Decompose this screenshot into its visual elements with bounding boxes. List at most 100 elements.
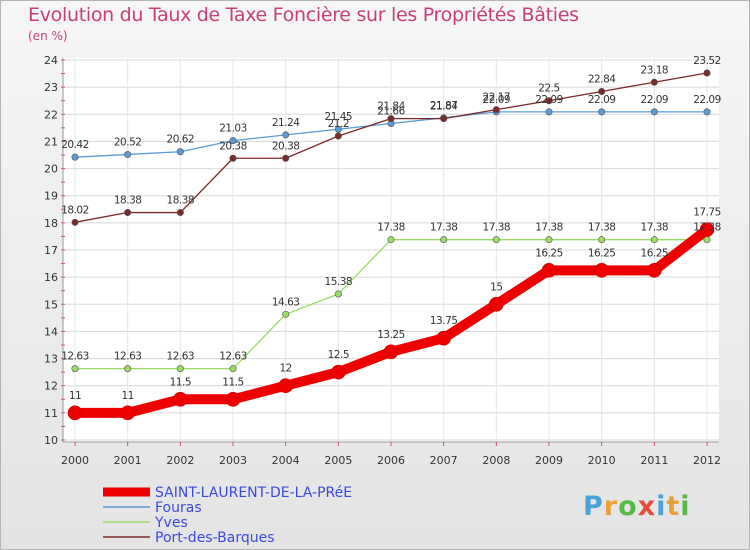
x-tick-label: 2000 bbox=[61, 454, 89, 467]
x-tick-label: 2010 bbox=[588, 454, 616, 467]
data-point bbox=[440, 115, 448, 123]
data-label: 22.84 bbox=[588, 73, 616, 85]
x-tick-label: 2007 bbox=[430, 454, 458, 467]
data-label: 12.63 bbox=[219, 351, 247, 363]
y-tick-label: 18 bbox=[44, 217, 58, 230]
data-label: 21.45 bbox=[325, 111, 353, 123]
y-tick-label: 23 bbox=[44, 81, 58, 94]
series-lines bbox=[67, 69, 715, 421]
y-tick-label: 16 bbox=[44, 271, 58, 284]
data-point bbox=[492, 106, 500, 114]
data-label: 15 bbox=[490, 281, 502, 293]
data-point bbox=[71, 218, 79, 226]
logo-letter: i bbox=[656, 491, 667, 522]
y-tick-label: 13 bbox=[44, 353, 58, 366]
data-point bbox=[594, 263, 609, 278]
x-tick-label: 2009 bbox=[535, 454, 563, 467]
axes: 10 11 12 13 14 15 16 17 18 19 20 21 22 23 24 2000 2001 20… bbox=[44, 54, 721, 467]
data-point bbox=[229, 365, 237, 373]
data-label: 11 bbox=[69, 390, 81, 402]
x-tick-label: 2006 bbox=[377, 454, 405, 467]
data-point bbox=[278, 378, 293, 394]
y-tick-label: 14 bbox=[44, 325, 58, 338]
y-tick-label: 12 bbox=[44, 380, 58, 393]
data-point bbox=[598, 87, 606, 95]
y-tick-label: 22 bbox=[44, 108, 58, 121]
data-label: 21.84 bbox=[377, 101, 405, 113]
chart-title: Evolution du Taux de Taxe Foncière sur l… bbox=[28, 4, 579, 26]
data-point bbox=[176, 365, 184, 373]
x-tick-label: 2001 bbox=[114, 454, 142, 467]
data-label: 16.25 bbox=[535, 247, 563, 259]
data-label: 22.09 bbox=[483, 94, 511, 106]
data-label: 17.75 bbox=[693, 207, 721, 219]
x-tick-label: 2003 bbox=[219, 454, 247, 467]
logo-letter: o bbox=[618, 491, 638, 522]
data-label: 13.25 bbox=[377, 329, 405, 341]
x-tick-label: 2004 bbox=[272, 454, 300, 467]
data-point bbox=[71, 365, 79, 373]
data-label: 12.63 bbox=[61, 351, 89, 363]
data-point bbox=[229, 154, 237, 162]
data-label: 21.84 bbox=[430, 101, 458, 113]
legend-label-fouras: Fouras bbox=[155, 500, 202, 516]
logo-letter: t bbox=[666, 491, 681, 522]
data-point bbox=[699, 222, 715, 237]
y-tick-label: 24 bbox=[44, 54, 58, 67]
data-point bbox=[282, 310, 290, 318]
data-label: 20.62 bbox=[167, 134, 195, 146]
data-point bbox=[124, 209, 132, 217]
data-label: 22.09 bbox=[588, 94, 616, 106]
data-point bbox=[229, 137, 237, 145]
y-tick-label: 17 bbox=[44, 244, 58, 257]
data-point bbox=[124, 150, 132, 158]
data-label: 13.75 bbox=[430, 315, 458, 327]
y-tick-label: 20 bbox=[44, 163, 58, 176]
data-point bbox=[647, 263, 662, 278]
data-label: 23.52 bbox=[693, 55, 721, 67]
data-label: 11 bbox=[121, 390, 133, 402]
data-point bbox=[173, 391, 188, 407]
data-label: 18.38 bbox=[167, 195, 195, 207]
data-label: 21.87 bbox=[430, 100, 458, 112]
x-tick-label: 2012 bbox=[693, 454, 721, 467]
y-tick-label: 11 bbox=[44, 407, 58, 420]
x-tick-label: 2008 bbox=[482, 454, 510, 467]
data-label: 17.38 bbox=[693, 222, 721, 234]
data-label: 22.09 bbox=[641, 94, 669, 106]
y-tick-label: 10 bbox=[44, 434, 58, 447]
data-point bbox=[387, 115, 395, 123]
data-point bbox=[545, 97, 553, 105]
data-label: 20.42 bbox=[61, 139, 89, 151]
data-label: 11.5 bbox=[222, 376, 243, 388]
data-point bbox=[492, 236, 500, 244]
data-label: 15.38 bbox=[325, 276, 353, 288]
series-labels: 20.42 20.52 20.62 21.03 21.24 21.45 21.66 21.87… bbox=[61, 55, 721, 402]
data-label: 21.2 bbox=[328, 118, 349, 130]
data-label: 17.38 bbox=[377, 222, 405, 234]
data-point bbox=[387, 236, 395, 244]
legend-label-port-des-barques: Port-des-Barques bbox=[155, 530, 275, 546]
data-label: 21.03 bbox=[219, 123, 247, 135]
data-point bbox=[703, 108, 711, 116]
data-point bbox=[545, 236, 553, 244]
data-label: 12.5 bbox=[328, 349, 349, 361]
data-label: 18.38 bbox=[114, 195, 142, 207]
data-label: 11.5 bbox=[170, 376, 191, 388]
data-point bbox=[489, 296, 504, 312]
data-point bbox=[67, 405, 83, 421]
data-label: 14.63 bbox=[272, 296, 300, 308]
data-label: 20.38 bbox=[272, 140, 300, 152]
data-label: 22.5 bbox=[538, 83, 559, 95]
data-label: 22.09 bbox=[693, 94, 721, 106]
data-label: 17.38 bbox=[430, 222, 458, 234]
unit-label: (en %) bbox=[28, 29, 68, 43]
data-point bbox=[650, 78, 658, 86]
y-tick-label: 15 bbox=[44, 298, 58, 311]
data-point bbox=[650, 108, 658, 116]
data-point bbox=[124, 365, 132, 373]
data-label: 17.38 bbox=[483, 222, 511, 234]
data-point bbox=[176, 148, 184, 156]
data-label: 16.25 bbox=[641, 247, 669, 259]
logo-letter: x bbox=[637, 491, 657, 522]
